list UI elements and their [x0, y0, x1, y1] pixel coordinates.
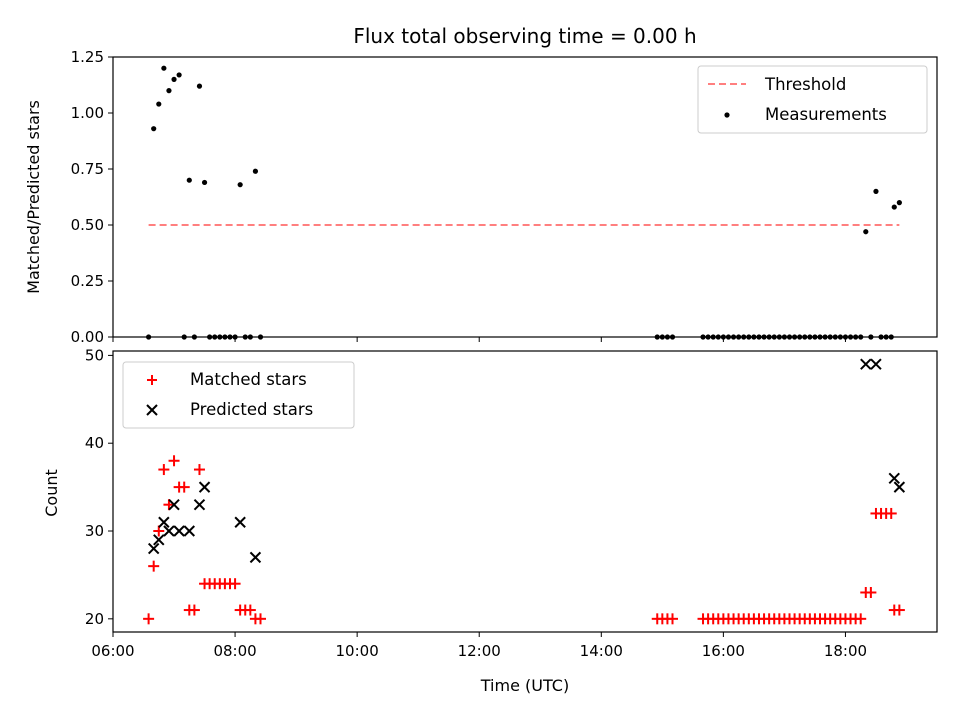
- predicted-star-point-5: [173, 525, 185, 537]
- bottom-x-tick-label-2: 10:00: [336, 642, 379, 660]
- legend-predicted-swatch: [146, 404, 158, 416]
- matched-star-point-3: [158, 464, 170, 476]
- bottom-x-axis-label: Time (UTC): [480, 676, 569, 695]
- measurement-point-65: [891, 204, 897, 210]
- bottom-y-tick-label-3: 50: [85, 346, 104, 364]
- matched-star-point-2: [153, 525, 165, 537]
- bottom-series-predicted-stars: [147, 358, 906, 564]
- matched-star-point-22: [255, 613, 267, 625]
- top-y-axis-label: Matched/Predicted stars: [24, 100, 43, 294]
- predicted-star-point-7: [193, 498, 206, 511]
- measurement-point-4: [166, 88, 172, 94]
- measurement-point-59: [863, 229, 869, 235]
- matched-star-point-5: [168, 455, 180, 467]
- matched-star-point-20: [244, 604, 256, 616]
- bottom-y-axis-ticks: 20 30 40 50: [85, 346, 113, 628]
- legend-matched-swatch: [147, 375, 157, 385]
- bottom-legend: Matched stars Predicted stars: [122, 361, 355, 429]
- top-y-tick-label-1: 0.25: [71, 272, 104, 290]
- matched-star-point-64: [885, 507, 897, 519]
- measurement-point-21: [252, 168, 259, 174]
- top-x-axis-ticks: [112, 337, 846, 342]
- matched-star-point-26: [667, 613, 679, 625]
- legend-measurements-label: Measurements: [765, 105, 887, 124]
- predicted-star-point-13: [888, 472, 900, 485]
- predicted-star-point-11: [860, 358, 872, 370]
- bottom-y-axis-label: Count: [42, 469, 61, 517]
- matched-star-point-1: [148, 560, 160, 572]
- bottom-panel: 20 30 40 50 06:00 08:00 10:00 12:00 14:00 16:00 1…: [42, 346, 938, 695]
- measurement-point-5: [171, 76, 177, 82]
- top-y-axis-ticks: 0.00 0.25 0.50 0.75 1.00 1.25: [71, 48, 113, 346]
- top-y-tick-label-5: 1.25: [71, 48, 104, 66]
- measurement-point-1: [151, 126, 157, 132]
- measurement-point-18: [237, 182, 243, 188]
- predicted-star-point-0: [147, 542, 160, 555]
- matched-star-point-58: [855, 613, 867, 625]
- predicted-star-point-2: [158, 516, 170, 528]
- bottom-x-tick-label-1: 08:00: [213, 642, 256, 660]
- matched-star-point-9: [188, 604, 200, 616]
- bottom-y-tick-label-2: 40: [85, 434, 104, 452]
- bottom-y-tick-label-0: 20: [85, 610, 104, 628]
- top-series-measurements: [146, 65, 902, 340]
- predicted-star-point-6: [183, 525, 196, 537]
- matched-star-point-17: [229, 578, 241, 590]
- bottom-x-tick-label-0: 06:00: [91, 642, 134, 660]
- measurement-point-11: [201, 179, 208, 186]
- predicted-star-point-4: [168, 498, 180, 511]
- legend-threshold-label: Threshold: [764, 75, 846, 94]
- measurement-point-2: [156, 101, 162, 107]
- legend-measurements-swatch: [724, 112, 730, 118]
- matched-star-point-0: [143, 613, 155, 625]
- legend-matched-label: Matched stars: [190, 370, 307, 389]
- top-y-tick-label-4: 1.00: [71, 104, 104, 122]
- top-y-tick-label-0: 0.00: [71, 328, 104, 346]
- matched-star-point-7: [178, 481, 190, 493]
- matched-star-point-66: [893, 604, 905, 616]
- measurement-point-3: [161, 65, 167, 71]
- bottom-legend-box: [122, 361, 355, 429]
- bottom-y-tick-label-1: 30: [85, 522, 104, 540]
- matched-star-point-10: [193, 464, 205, 476]
- bottom-x-axis-ticks: 06:00 08:00 10:00 12:00 14:00 16:00 18:00: [91, 632, 867, 660]
- bottom-x-tick-label-5: 16:00: [702, 642, 745, 660]
- measurement-point-61: [873, 188, 879, 194]
- top-legend: Threshold Measurements: [697, 65, 928, 134]
- predicted-star-point-14: [893, 481, 906, 493]
- predicted-star-point-1: [153, 534, 165, 546]
- legend-predicted-label: Predicted stars: [190, 400, 313, 419]
- top-y-tick-label-3: 0.75: [71, 160, 104, 178]
- bottom-x-tick-label-3: 12:00: [458, 642, 501, 660]
- bottom-series-matched-stars: [143, 455, 905, 625]
- top-y-tick-label-2: 0.50: [71, 216, 104, 234]
- top-legend-box: [697, 65, 928, 134]
- top-chart-title: Flux total observing time = 0.00 h: [353, 24, 696, 48]
- predicted-star-point-3: [163, 525, 175, 537]
- measurement-point-66: [896, 200, 902, 206]
- bottom-plot-frame: [112, 350, 938, 633]
- predicted-star-point-12: [870, 358, 882, 370]
- measurement-point-6: [176, 72, 182, 78]
- bottom-x-tick-label-6: 18:00: [824, 642, 867, 660]
- predicted-star-point-8: [198, 481, 211, 493]
- matched-star-point-60: [865, 586, 877, 598]
- predicted-star-point-9: [234, 516, 246, 528]
- measurement-point-10: [196, 83, 203, 89]
- predicted-star-point-10: [249, 551, 262, 564]
- top-panel: 0.00 0.25 0.50 0.75 1.00 1.25 Matched/Predict…: [24, 48, 938, 346]
- bottom-x-tick-label-4: 14:00: [580, 642, 623, 660]
- matched-star-point-4: [163, 499, 175, 511]
- top-plot-frame: [112, 56, 938, 338]
- measurement-point-8: [186, 177, 192, 183]
